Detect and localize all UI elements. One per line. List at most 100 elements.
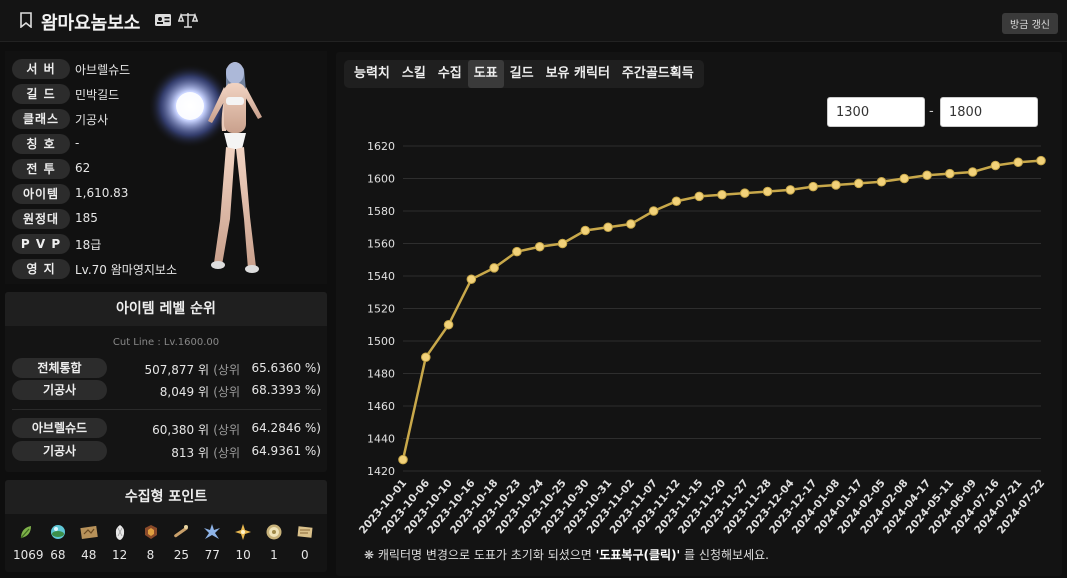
rank-top-label: (상위 (213, 423, 240, 437)
y-tick-label: 1600 (367, 173, 395, 186)
island-heart-icon (50, 525, 65, 539)
info-label: 원정대 (12, 209, 70, 229)
voyage-icon (174, 525, 189, 538)
rank-row-class: 기공사 8,049 위 (상위 68.3393 %) (12, 380, 321, 400)
tab-skills[interactable]: 스킬 (401, 66, 426, 81)
pvp-grade-value: 18급 (75, 238, 102, 252)
data-point (831, 180, 841, 190)
tab-chart[interactable]: 도표 (467, 60, 504, 88)
character-name: 왐마요놈보소 (41, 13, 141, 34)
rank-percent: 68.3393 %) (251, 383, 321, 397)
rank-label: 전체통합 (12, 358, 107, 378)
collection-item-world-tree-leaf[interactable]: 77 (198, 522, 226, 562)
collection-item-adventure-tome[interactable]: 8 (137, 522, 165, 562)
y-tick-label: 1620 (367, 140, 395, 153)
bookmark-icon[interactable] (20, 12, 32, 28)
rank-label: 기공사 (12, 380, 107, 400)
data-point (466, 274, 477, 285)
collection-count: 77 (204, 548, 220, 562)
refresh-button[interactable]: 방금 갱신 (1002, 13, 1058, 34)
y-tick-label: 1500 (367, 335, 395, 348)
tab-weekly-gold[interactable]: 주간골드획득 (621, 66, 694, 81)
data-point (922, 170, 932, 181)
estate-value: Lv.70 왐마영지보소 (75, 263, 177, 277)
collection-item-voyage[interactable]: 25 (167, 522, 195, 562)
rank-divider (12, 409, 321, 410)
ignea-token-icon (235, 524, 252, 540)
data-point (557, 238, 568, 249)
info-label: 칭 호 (12, 134, 70, 154)
tab-stats[interactable]: 능력치 (354, 66, 390, 81)
data-point (853, 178, 864, 189)
info-label: 영 지 (12, 259, 70, 279)
item-level-ranking-panel: 아이템 레벨 순위 Cut Line : Lv.1600.00 전체통합 507… (5, 292, 327, 472)
rank-top-label: (상위 (213, 385, 240, 399)
top-bar: 왐마요놈보소 방금 갱신 (0, 0, 1067, 42)
combat-level-value: 62 (75, 161, 91, 175)
orpheus-star-icon (266, 524, 282, 540)
collection-item-ignea-token[interactable]: 10 (229, 522, 257, 562)
data-point (489, 263, 499, 273)
data-point (785, 185, 796, 195)
y-tick-label: 1480 (367, 368, 395, 381)
range-min-input[interactable] (827, 97, 925, 127)
collection-item-island-heart[interactable]: 68 (44, 522, 72, 562)
server-value: 아브렐슈드 (75, 63, 131, 77)
data-point (717, 189, 727, 200)
guild-value[interactable]: 민박길드 (75, 88, 120, 102)
class-value: 기공사 (75, 113, 109, 127)
y-tick-label: 1420 (367, 465, 395, 478)
collection-item-orpheus-star[interactable]: 1 (260, 522, 288, 562)
data-point (739, 188, 750, 198)
data-point (967, 167, 978, 177)
collection-points-panel: 수집형 포인트 1069 68 48 12 8 25 77 (5, 480, 327, 572)
rank-percent: 65.6360 %) (251, 361, 321, 375)
collection-item-great-art[interactable]: 48 (75, 522, 103, 562)
tab-owned-characters[interactable]: 보유 캐릭터 (545, 66, 610, 81)
rank-top-label: (상위 (213, 363, 240, 377)
collection-count: 68 (50, 548, 66, 562)
collection-count: 25 (173, 548, 190, 562)
rank-top-label: (상위 (213, 446, 240, 460)
collection-count: 48 (81, 548, 97, 562)
collection-item-mokoko[interactable]: 12 (106, 522, 134, 562)
chart-restore-link[interactable]: '도표복구(클릭)' (595, 548, 681, 562)
data-point (762, 186, 773, 197)
collection-count: 12 (111, 548, 128, 562)
data-point (694, 191, 705, 202)
range-max-input[interactable] (940, 97, 1038, 127)
info-label: 서 버 (12, 59, 70, 79)
main-panel: 능력치 스킬 수집 도표 길드 보유 캐릭터 주간골드획득 - 1420 1440… (336, 52, 1062, 576)
tab-collection[interactable]: 수집 (437, 66, 462, 81)
great-art-icon (80, 525, 98, 540)
data-point (808, 181, 818, 192)
y-tick-label: 1520 (367, 303, 395, 316)
note-suffix: 를 신청해보세요. (680, 548, 769, 562)
info-label: 전 투 (12, 159, 70, 179)
y-tick-label: 1540 (367, 270, 395, 283)
ranking-title: 아이템 레벨 순위 (5, 292, 327, 326)
scale-icon[interactable] (178, 11, 198, 29)
collection-title: 수집형 포인트 (5, 480, 327, 514)
info-label: 클래스 (12, 109, 70, 129)
profile-panel: 서 버 아브렐슈드 길 드 민박길드 클래스 기공사 칭 호 - 전 투 62 … (5, 51, 327, 284)
info-label: 아이템 (12, 184, 70, 204)
mokoko-icon (115, 525, 124, 540)
collection-count: 10 (235, 548, 251, 562)
data-point (1036, 155, 1046, 166)
id-card-icon[interactable] (154, 13, 172, 27)
data-point (648, 206, 659, 216)
rank-number: 813 위 (171, 446, 209, 460)
collection-count: 8 (146, 548, 155, 562)
collection-item-gift-token[interactable]: 0 (291, 522, 319, 562)
data-point (398, 454, 408, 465)
data-point (899, 173, 910, 184)
tab-guild[interactable]: 길드 (509, 66, 534, 81)
note-prefix: ❋ 캐릭터명 변경으로 도표가 초기화 되셨으면 (364, 548, 596, 562)
item-level-line-chart: 1420 1440 1460 1480 1500 1520 1540 1560 1580 1600… (357, 140, 1047, 536)
collection-count: 1069 (13, 548, 44, 562)
data-point (603, 222, 613, 233)
data-point (1013, 157, 1024, 168)
rank-percent: 64.9361 %) (251, 444, 321, 458)
collection-item-seed[interactable]: 1069 (13, 522, 44, 562)
